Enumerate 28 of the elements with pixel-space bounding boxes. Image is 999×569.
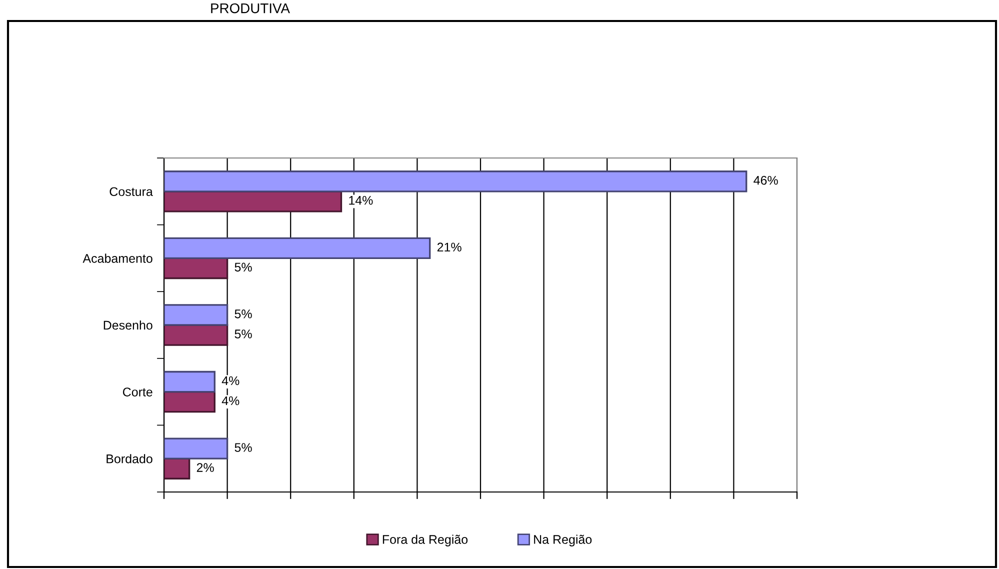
data-label: 21% xyxy=(437,242,462,252)
data-label: 46% xyxy=(754,176,778,185)
y-tick-label: Costura xyxy=(110,187,153,196)
bar xyxy=(164,257,228,280)
chart-title: PRODUTIVA xyxy=(211,3,290,14)
data-label: 14% xyxy=(349,196,373,205)
data-label: 2% xyxy=(196,463,214,472)
data-label: 5% xyxy=(234,262,252,272)
data-label: 5% xyxy=(234,443,252,452)
bar xyxy=(164,458,190,480)
bar xyxy=(164,170,748,192)
bar xyxy=(164,304,228,326)
bar xyxy=(164,370,216,393)
y-tick-label: Desenho xyxy=(104,320,152,330)
data-label: 5% xyxy=(234,310,252,318)
data-label: 5% xyxy=(234,330,252,338)
bar xyxy=(164,390,216,413)
y-tick-label: Acabamento xyxy=(82,254,152,263)
legend-label: Na Região xyxy=(534,534,592,546)
bar xyxy=(164,438,228,460)
legend-label: Fora da Região xyxy=(382,534,468,546)
data-label: 4% xyxy=(222,376,240,386)
y-tick-label: Corte xyxy=(122,388,152,396)
bar xyxy=(164,237,431,260)
bar xyxy=(164,324,228,346)
y-tick-label: Bordado xyxy=(106,454,152,464)
data-label: 4% xyxy=(222,396,240,406)
bar xyxy=(164,190,342,212)
